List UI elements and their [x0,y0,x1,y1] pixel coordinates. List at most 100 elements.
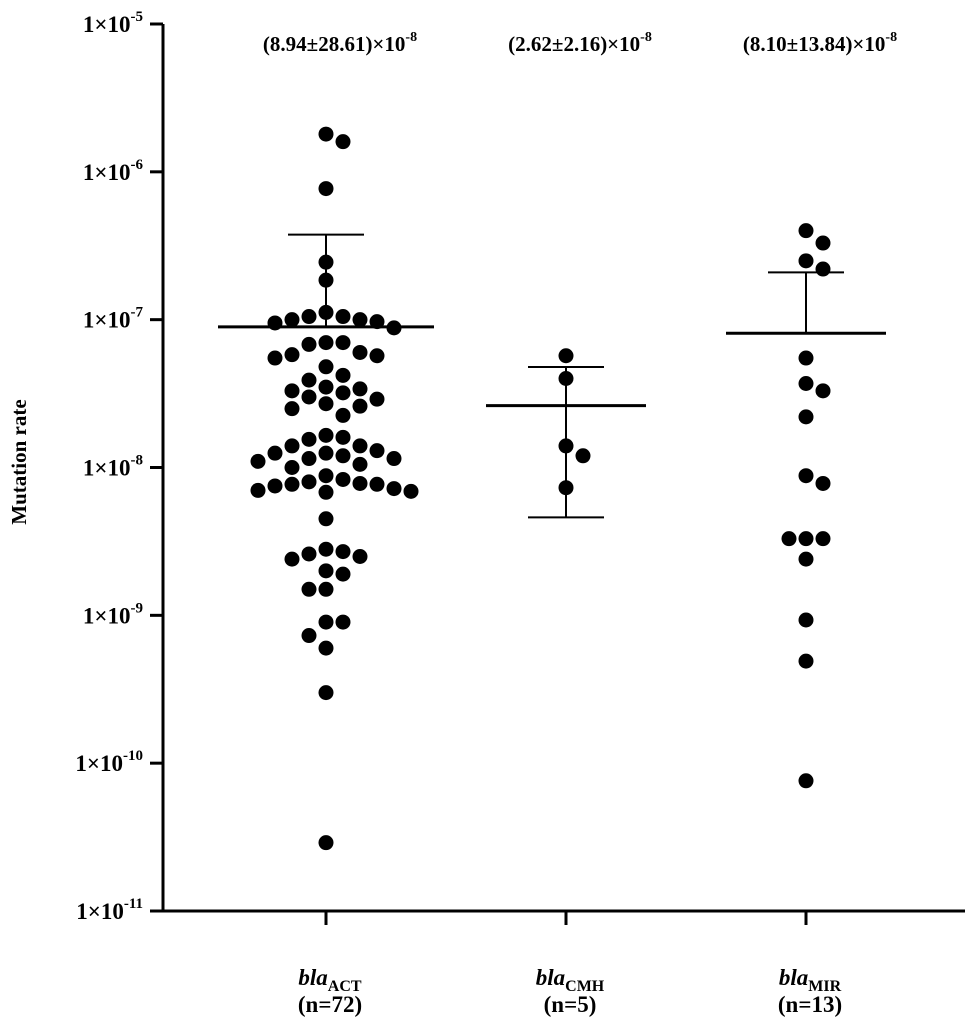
y-axis: 1×10-5 1×10-6 1×10-7 1×10-8 1×10-9 1×10-10 1×1… [75,9,165,924]
data-point [301,431,317,447]
data-point [318,335,334,351]
data-point [301,309,317,325]
data-point [386,451,402,467]
data-point [352,344,368,360]
data-point [352,549,368,565]
group-n-label: (n=13) [778,992,842,1017]
data-point [798,531,814,547]
data-point [575,448,591,464]
data-point [284,383,300,399]
data-point [798,551,814,567]
data-point [318,511,334,527]
data-point [301,546,317,562]
y-tick-label: 1×10-8 [83,453,143,481]
data-point [318,581,334,597]
data-point [335,385,351,401]
data-point [318,396,334,412]
data-point [335,309,351,325]
data-point [267,350,283,366]
group-label: blaACT [298,965,362,995]
data-point [250,453,266,469]
data-point [301,628,317,644]
group-annotation: (8.10±13.84)×10-8 [743,30,897,56]
data-point [284,438,300,454]
data-marks [250,126,831,851]
x-axis [161,909,965,925]
data-point [815,383,831,399]
group-labels: (8.94±28.61)×10-8 blaACT(n=72) (2.62±2.16)… [263,30,897,1017]
data-point [284,347,300,363]
data-point [352,398,368,414]
data-point [250,482,266,498]
group-n-label: (n=5) [544,992,597,1017]
data-point [335,367,351,383]
data-point [369,391,385,407]
data-point [369,348,385,364]
data-point [815,235,831,251]
data-point [798,376,814,392]
data-point [558,348,574,364]
data-point [318,614,334,630]
data-point [335,134,351,150]
data-point [318,484,334,500]
data-point [318,468,334,484]
data-point [284,401,300,417]
data-point [798,468,814,484]
group-annotation: (8.94±28.61)×10-8 [263,30,417,56]
data-point [284,476,300,492]
data-point [798,773,814,789]
data-point [369,443,385,459]
data-point [798,612,814,628]
y-axis-label: Mutation rate [7,399,31,524]
data-point [815,261,831,277]
data-point [318,563,334,579]
y-tick-label: 1×10-9 [83,600,143,628]
data-point [318,640,334,656]
y-tick-label: 1×10-5 [83,9,143,37]
data-point [352,438,368,454]
group-label: blaCMH [536,965,605,995]
data-point [403,483,419,499]
data-point [335,614,351,630]
data-point [798,350,814,366]
data-point [284,551,300,567]
data-point [798,253,814,269]
data-point [301,336,317,352]
data-point [318,541,334,557]
data-point [318,445,334,461]
data-point [284,460,300,475]
data-point [335,471,351,487]
data-point [267,445,283,461]
data-point [335,407,351,423]
data-point [267,478,283,494]
data-point [301,474,317,490]
group-annotation: (2.62±2.16)×10-8 [508,30,652,56]
group-n-label: (n=72) [298,992,362,1017]
data-point [335,335,351,351]
y-tick-label: 1×10-7 [83,305,144,333]
data-point [301,451,317,467]
data-point [386,481,402,497]
data-point [284,312,300,328]
data-point [815,475,831,491]
data-point [301,581,317,597]
y-tick-label: 1×10-6 [83,157,144,185]
data-point [318,835,334,851]
data-point [335,429,351,445]
data-point [301,389,317,405]
data-point [352,456,368,472]
data-point [798,653,814,669]
data-point [318,685,334,701]
data-point [301,372,317,388]
summary-bars [218,233,886,519]
data-point [335,448,351,464]
y-tick-label: 1×10-11 [76,896,143,924]
data-point [798,409,814,425]
data-point [335,566,351,582]
data-point [352,312,368,328]
data-point [318,427,334,443]
data-point [318,379,334,395]
data-point [781,531,797,547]
data-point [369,476,385,492]
